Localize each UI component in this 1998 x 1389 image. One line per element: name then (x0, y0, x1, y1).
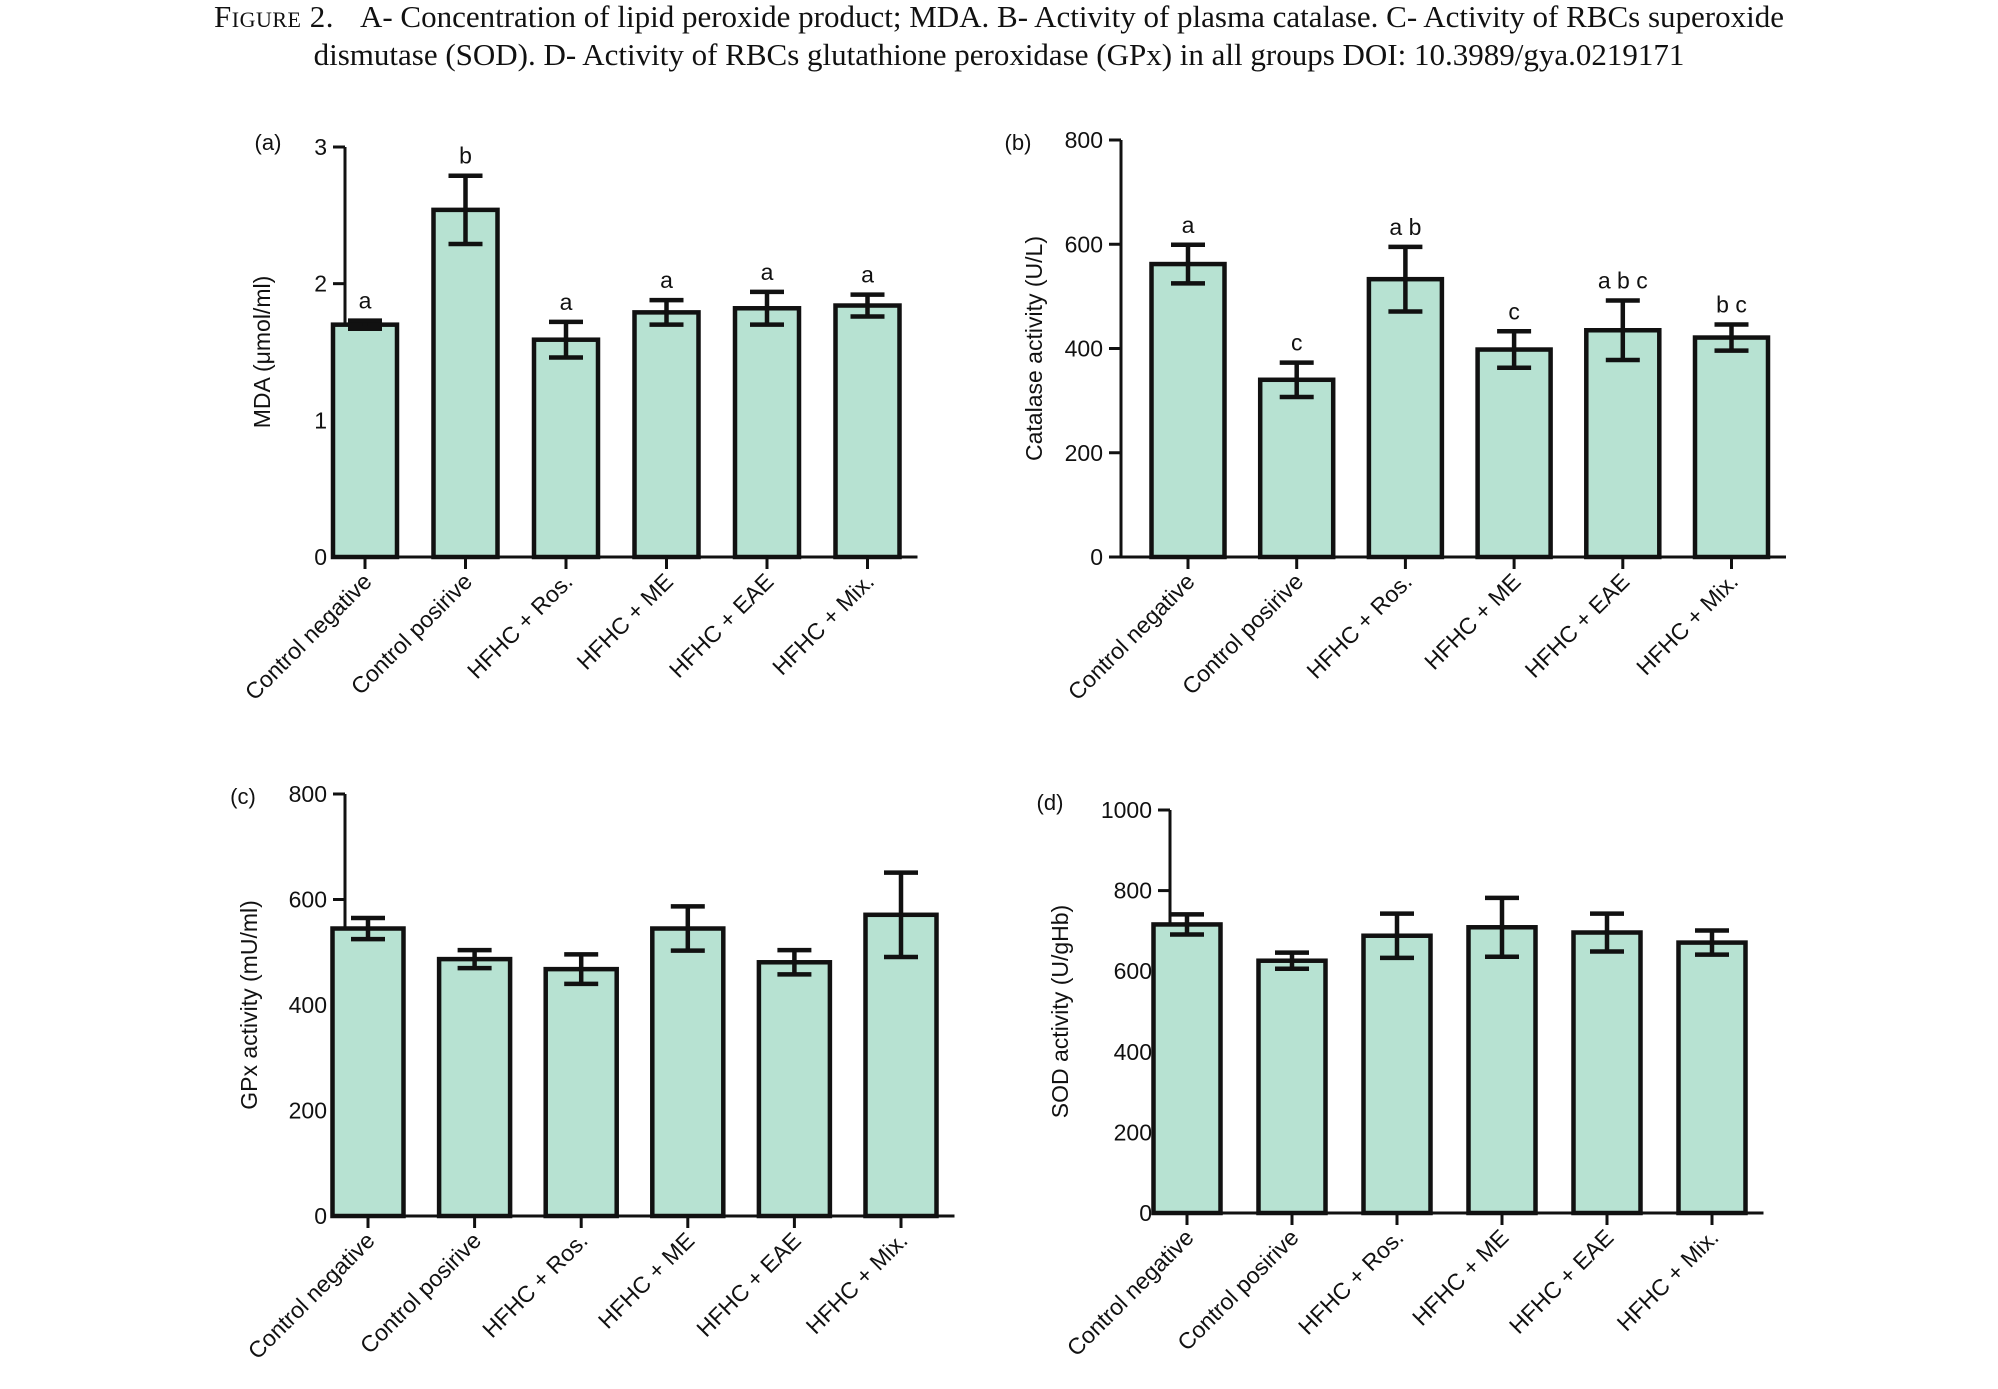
y-tick-label: 2 (314, 271, 327, 297)
x-tick-label: HFHC + EAE (1520, 568, 1635, 683)
significance-letter: a (861, 262, 874, 288)
y-tick-label: 400 (1114, 1039, 1152, 1065)
y-axis-title: SOD activity (U/gHb) (1047, 905, 1073, 1118)
figure-caption: Figure 2. A- Concentration of lipid perox… (0, 0, 1998, 74)
bar (1256, 958, 1328, 1216)
x-tick-label: HFHC + Ros. (1293, 1224, 1409, 1340)
bar (1466, 925, 1538, 1216)
caption-line-1: Figure 2. A- Concentration of lipid perox… (0, 0, 1998, 36)
y-tick-label: 400 (289, 992, 327, 1018)
bar (756, 960, 833, 1219)
panel-label: (a) (255, 130, 282, 155)
y-tick-label: 3 (314, 134, 327, 160)
significance-letter: a (761, 259, 774, 285)
significance-letter: a (660, 267, 673, 293)
chart-panel-b: (b) 0 200 400 600 800 Catalase activity (U/L) a… (1005, 127, 1786, 705)
bar (1366, 276, 1445, 560)
significance-letter: a b c (1598, 268, 1648, 294)
y-tick-label: 0 (1090, 544, 1103, 570)
bar (650, 926, 726, 1219)
significance-letter: a b (1389, 214, 1421, 240)
bar (833, 303, 902, 560)
bar (632, 310, 701, 560)
bar (330, 926, 406, 1219)
x-tick-label: HFHC + ME (1419, 568, 1525, 674)
bar (436, 956, 513, 1219)
significance-letter: c (1508, 298, 1520, 324)
bar (543, 966, 619, 1219)
bar (1571, 930, 1643, 1216)
significance-letter: a (359, 288, 372, 314)
bar (1475, 347, 1553, 560)
y-tick-label: 0 (314, 1203, 327, 1229)
y-tick-label: 0 (1139, 1200, 1152, 1226)
bar (1151, 922, 1223, 1216)
bar (1361, 933, 1433, 1216)
y-tick-label: 200 (1114, 1119, 1152, 1145)
x-tick-label: HFHC + ME (572, 568, 678, 674)
y-tick-label: 1000 (1101, 797, 1152, 823)
y-tick-label: 800 (1065, 127, 1103, 153)
panel-label: (d) (1037, 790, 1064, 815)
x-tick-label: HFHC + EAE (1504, 1224, 1619, 1339)
y-tick-label: 0 (314, 544, 327, 570)
bar (431, 207, 500, 560)
y-axis-title: MDA (μmol/ml) (249, 276, 275, 429)
x-tick-label: HFHC + Mix. (767, 568, 879, 680)
significance-letter: b (459, 143, 472, 169)
y-tick-label: 600 (1065, 231, 1103, 257)
y-tick-label: 1 (314, 407, 327, 433)
y-axis-title: GPx activity (mU/ml) (236, 900, 262, 1110)
bar (1584, 328, 1662, 560)
y-tick-label: 400 (1065, 336, 1103, 362)
chart-panel-d: (d) 0 200 400 600 800 1000 SOD activity (U/gHb)… (1037, 790, 1764, 1361)
caption-text-1: A- Concentration of lipid peroxide produ… (359, 0, 1784, 34)
panel-label: (c) (230, 784, 256, 809)
x-tick-label: HFHC + Mix. (801, 1227, 913, 1339)
x-tick-label: HFHC + Mix. (1612, 1224, 1724, 1336)
bar (330, 322, 400, 560)
x-tick-label: HFHC + EAE (664, 568, 779, 683)
x-tick-label: HFHC + Ros. (477, 1227, 593, 1343)
y-tick-label: 200 (289, 1098, 327, 1124)
y-tick-label: 800 (1114, 878, 1152, 904)
y-tick-label: 600 (1114, 958, 1152, 984)
y-tick-label: 200 (1065, 440, 1103, 466)
bar (531, 337, 601, 560)
x-tick-label: HFHC + Ros. (462, 568, 578, 684)
significance-letter: a (1182, 212, 1195, 238)
y-tick-label: 600 (289, 887, 327, 913)
bar (1676, 940, 1748, 1216)
figure-label: Figure 2. (214, 0, 334, 34)
significance-letter: b c (1716, 292, 1747, 318)
significance-letter: a (560, 289, 573, 315)
panel-label: (b) (1005, 130, 1032, 155)
x-tick-label: HFHC + ME (593, 1227, 699, 1333)
bar (732, 306, 802, 560)
x-tick-label: HFHC + ME (1407, 1224, 1513, 1330)
bar (1692, 335, 1771, 560)
bar (1149, 261, 1227, 560)
x-tick-label: HFHC + Ros. (1301, 568, 1417, 684)
x-tick-label: HFHC + Mix. (1631, 568, 1743, 680)
bar (1257, 377, 1336, 560)
bar (863, 912, 939, 1219)
y-axis-title: Catalase activity (U/L) (1021, 236, 1047, 461)
significance-letter: c (1291, 330, 1303, 356)
x-tick-label: HFHC + EAE (691, 1227, 806, 1342)
y-tick-label: 800 (289, 781, 327, 807)
caption-line-2: dismutase (SOD). D- Activity of RBCs glu… (313, 37, 1685, 72)
